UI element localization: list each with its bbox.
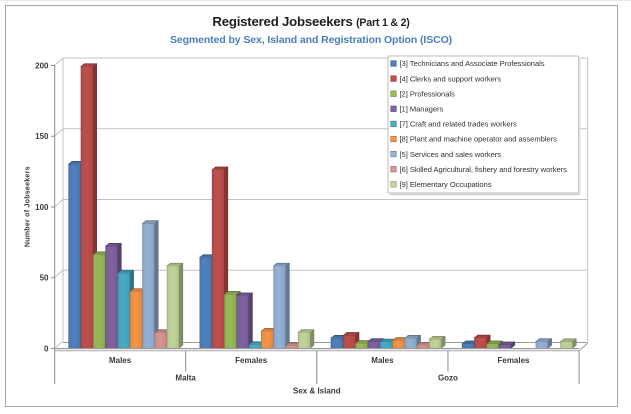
svg-text:[5] Services and sales workers: [5] Services and sales workers — [400, 150, 502, 159]
svg-text:200: 200 — [35, 61, 49, 70]
svg-text:[9] Elementary Occupations: [9] Elementary Occupations — [400, 180, 492, 189]
svg-text:Females: Females — [497, 356, 530, 365]
svg-text:[2] Professionals: [2] Professionals — [400, 89, 456, 98]
svg-text:[4] Clerks and support workers: [4] Clerks and support workers — [400, 74, 502, 83]
svg-text:Segmented by Sex, Island and R: Segmented by Sex, Island and Registratio… — [170, 34, 452, 46]
svg-text:[1] Managers: [1] Managers — [400, 105, 444, 114]
svg-text:Sex & Island: Sex & Island — [293, 386, 341, 395]
svg-text:Number of Jobseekers: Number of Jobseekers — [24, 166, 32, 247]
svg-text:Registered Jobseekers (Part 1: Registered Jobseekers (Part 1 & 2) — [212, 14, 409, 29]
svg-text:Females: Females — [235, 356, 268, 365]
svg-text:Males: Males — [371, 356, 394, 365]
svg-text:[6] Skilled Agricultural, fish: [6] Skilled Agricultural, fishery and fo… — [400, 165, 568, 174]
svg-text:0: 0 — [44, 344, 49, 353]
svg-text:150: 150 — [35, 132, 49, 141]
svg-text:[8] Plant and machine operator: [8] Plant and machine operator and assem… — [400, 135, 558, 144]
svg-text:Malta: Malta — [175, 374, 196, 383]
svg-text:[7] Craft and related trades w: [7] Craft and related trades workers — [400, 120, 517, 129]
svg-text:100: 100 — [35, 203, 49, 212]
svg-text:[3] Technicians and Associate: [3] Technicians and Associate Profession… — [400, 59, 545, 68]
svg-text:Gozo: Gozo — [438, 374, 458, 383]
svg-text:50: 50 — [40, 274, 49, 283]
svg-text:Males: Males — [109, 356, 132, 365]
